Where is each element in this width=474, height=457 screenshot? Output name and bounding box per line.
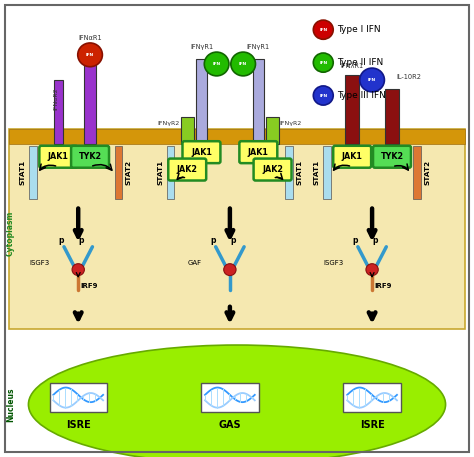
Text: p: p [230, 236, 236, 245]
Bar [9, 129, 465, 144]
Bar [201, 383, 259, 412]
Text: JAK1: JAK1 [342, 152, 363, 161]
Text: STAT2: STAT2 [425, 160, 430, 185]
Text: ISRE: ISRE [66, 420, 91, 430]
Text: IRF9: IRF9 [80, 282, 98, 289]
Text: IFN: IFN [86, 53, 94, 57]
Text: STAT1: STAT1 [297, 160, 302, 185]
Circle shape [366, 264, 378, 276]
Bar [9, 129, 465, 329]
Text: IFNαR1: IFNαR1 [78, 35, 102, 41]
Text: GAS: GAS [219, 420, 241, 430]
Text: STAT2: STAT2 [126, 160, 132, 185]
Text: TYK2: TYK2 [381, 152, 403, 161]
Text: IFNαR2: IFNαR2 [54, 87, 58, 110]
Bar [413, 146, 421, 199]
Bar [253, 59, 264, 144]
Text: p: p [79, 236, 84, 245]
Circle shape [313, 20, 333, 39]
Text: p: p [210, 236, 216, 245]
Bar [54, 80, 63, 144]
FancyBboxPatch shape [333, 146, 371, 168]
FancyBboxPatch shape [239, 141, 277, 163]
Text: STAT1: STAT1 [20, 160, 26, 185]
Text: IL-10R2: IL-10R2 [397, 74, 422, 80]
Circle shape [313, 86, 333, 105]
Text: IFNγR2: IFNγR2 [158, 121, 180, 126]
Text: JAK1: JAK1 [248, 148, 269, 157]
Bar [385, 89, 399, 144]
Text: IFN: IFN [319, 61, 328, 64]
Text: IRF9: IRF9 [374, 282, 392, 289]
Bar [181, 117, 194, 144]
Text: IFN: IFN [368, 78, 376, 82]
Bar [29, 146, 37, 199]
Bar [285, 146, 293, 199]
Text: ISGF3: ISGF3 [323, 260, 344, 266]
Text: p: p [58, 236, 64, 245]
Text: Type II IFN: Type II IFN [337, 58, 384, 67]
Text: IFNγR1: IFNγR1 [247, 44, 270, 50]
Circle shape [204, 52, 229, 76]
Text: IFNλR1: IFNλR1 [341, 63, 364, 69]
Circle shape [224, 264, 236, 276]
Text: IFN: IFN [319, 28, 328, 32]
FancyBboxPatch shape [71, 146, 109, 168]
Text: IFN: IFN [212, 62, 221, 66]
Bar [84, 53, 96, 144]
Text: ISGF3: ISGF3 [29, 260, 50, 266]
Circle shape [78, 43, 102, 67]
FancyBboxPatch shape [39, 146, 77, 168]
Text: Type I IFN: Type I IFN [337, 25, 381, 34]
Text: IFNγR2: IFNγR2 [280, 121, 302, 126]
Bar [115, 146, 122, 199]
Circle shape [313, 53, 333, 72]
Text: JAK2: JAK2 [177, 165, 198, 174]
Text: IFN: IFN [319, 94, 328, 97]
Ellipse shape [28, 345, 446, 457]
Bar [196, 59, 207, 144]
Text: ISRE: ISRE [360, 420, 384, 430]
FancyBboxPatch shape [168, 159, 206, 181]
FancyBboxPatch shape [254, 159, 292, 181]
Text: IFNγR1: IFNγR1 [190, 44, 213, 50]
Bar [343, 383, 401, 412]
Circle shape [360, 68, 384, 92]
Bar [323, 146, 331, 199]
Text: IFN: IFN [239, 62, 247, 66]
Text: STAT1: STAT1 [157, 160, 163, 185]
Text: GAF: GAF [187, 260, 201, 266]
Text: JAK1: JAK1 [191, 148, 212, 157]
Bar [266, 117, 279, 144]
Text: p: p [352, 236, 358, 245]
Text: Nucleus: Nucleus [6, 387, 15, 422]
Bar [167, 146, 174, 199]
Text: p: p [373, 236, 378, 245]
Text: JAK1: JAK1 [48, 152, 69, 161]
Circle shape [72, 264, 84, 276]
Text: Type III IFN: Type III IFN [337, 91, 386, 100]
Bar [50, 383, 107, 412]
Circle shape [231, 52, 255, 76]
Text: TYK2: TYK2 [79, 152, 101, 161]
FancyBboxPatch shape [182, 141, 220, 163]
Text: Cytoplasm: Cytoplasm [6, 210, 15, 256]
Text: STAT1: STAT1 [314, 160, 319, 185]
FancyBboxPatch shape [373, 146, 411, 168]
Bar [345, 75, 359, 144]
Text: JAK2: JAK2 [262, 165, 283, 174]
